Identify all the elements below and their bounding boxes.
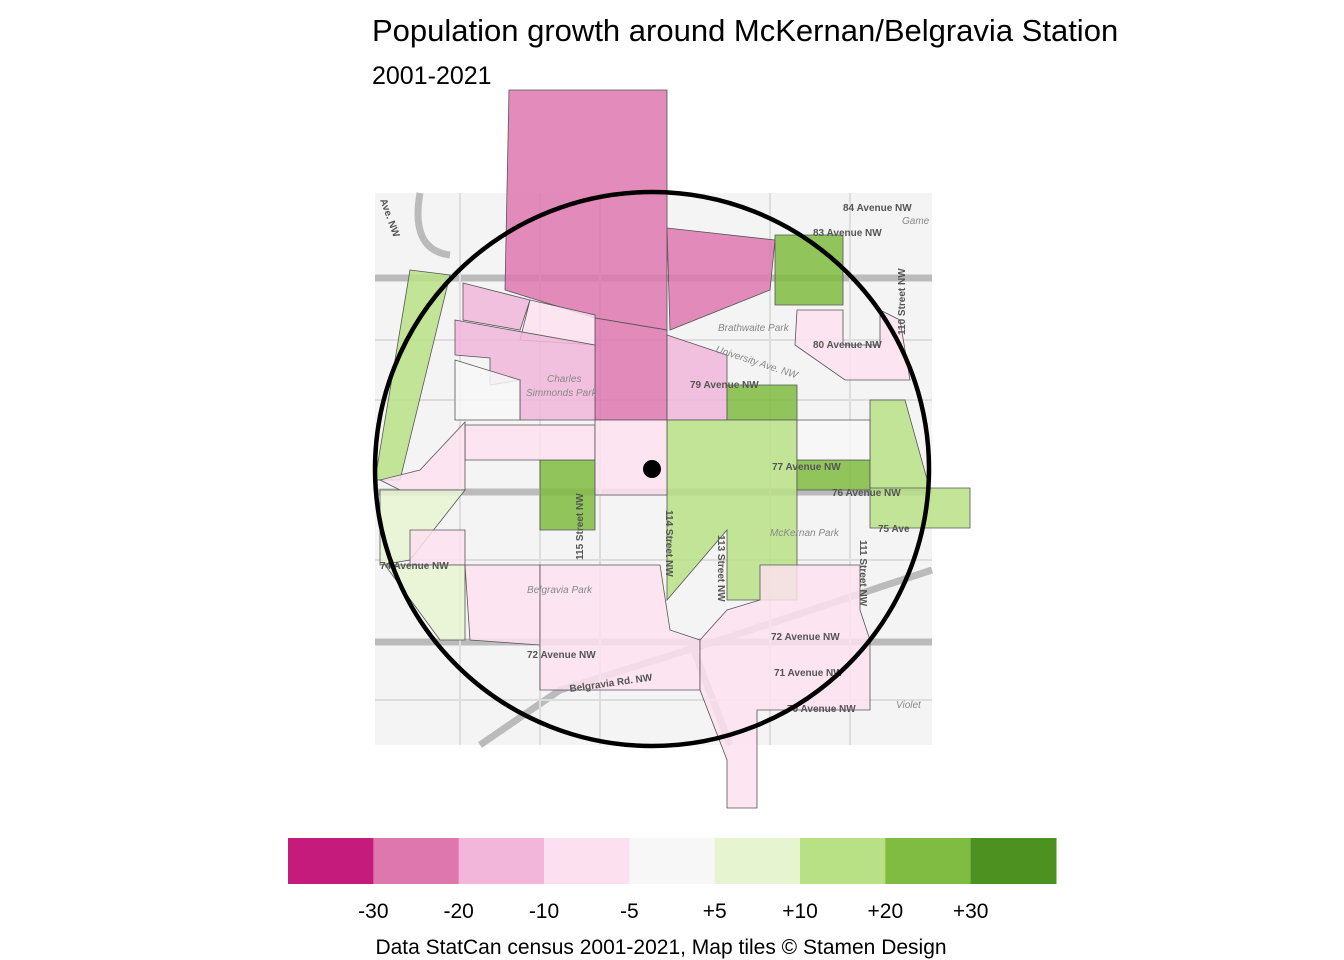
street-label: 114 Street NW xyxy=(663,510,674,577)
legend-label: -5 xyxy=(620,900,639,923)
region xyxy=(504,89,668,331)
street-label: 111 Street NW xyxy=(857,540,868,607)
region xyxy=(796,419,871,461)
place-label: Belgravia Park xyxy=(527,585,593,596)
street-label: 72 Avenue NW xyxy=(527,650,596,661)
region xyxy=(409,529,466,566)
legend-swatch xyxy=(544,838,630,884)
region xyxy=(464,564,541,646)
street-label: 72 Avenue NW xyxy=(771,632,840,643)
caption: Data StatCan census 2001-2021, Map tiles… xyxy=(375,936,946,959)
street-label: 77 Avenue NW xyxy=(772,462,841,473)
legend-swatch xyxy=(288,838,374,884)
legend-label: -30 xyxy=(358,900,388,923)
legend-swatch xyxy=(629,838,716,884)
place-label: Game xyxy=(902,216,930,227)
region xyxy=(539,459,596,531)
legend-swatch xyxy=(885,838,972,884)
legend-label: +20 xyxy=(868,900,904,923)
catchment-circle xyxy=(372,189,932,749)
street-label: 84 Avenue NW xyxy=(843,203,912,214)
legend-label: +30 xyxy=(953,900,989,923)
region xyxy=(454,359,521,421)
region xyxy=(594,419,668,496)
regions xyxy=(374,89,971,809)
legend-swatch xyxy=(373,838,460,884)
place-label: Brathwaite Park xyxy=(718,323,790,334)
region xyxy=(594,317,668,421)
legend-swatch xyxy=(458,838,545,884)
region xyxy=(869,487,971,529)
region xyxy=(378,420,466,491)
region xyxy=(699,564,871,809)
street-label: 74 Avenue NW xyxy=(380,561,449,572)
region xyxy=(774,234,844,306)
street-label: 110 Street NW xyxy=(897,268,908,335)
street-label: 80 Avenue NW xyxy=(813,340,882,351)
place-label: Charles xyxy=(547,374,581,385)
region xyxy=(464,424,596,461)
station-point xyxy=(643,460,661,478)
legend-label: +10 xyxy=(782,900,818,923)
street-label: 70 Avenue NW xyxy=(787,704,856,715)
street-label: 75 Ave xyxy=(878,524,910,535)
place-label: Simmonds Park xyxy=(526,388,598,399)
street-label: 115 Street NW xyxy=(575,493,586,560)
legend-swatch xyxy=(970,838,1057,884)
subtitle: 2001-2021 xyxy=(372,62,492,90)
street-label: 79 Avenue NW xyxy=(690,380,759,391)
street-label: 113 Street NW xyxy=(715,535,726,602)
legend-label: -20 xyxy=(443,900,473,923)
region xyxy=(384,564,466,641)
title: Population growth around McKernan/Belgra… xyxy=(372,13,1118,48)
place-label: Violet xyxy=(896,700,922,711)
legend: -30 -20 -10 -5 +5 +10 +20 +30 xyxy=(288,838,1057,923)
street-label: 83 Avenue NW xyxy=(813,228,882,239)
legend-label: +5 xyxy=(703,900,727,923)
legend-swatch xyxy=(800,838,886,884)
legend-swatch xyxy=(714,838,801,884)
region xyxy=(666,227,776,331)
legend-label: -10 xyxy=(529,900,559,923)
street-label: 71 Avenue NW xyxy=(774,668,843,679)
region xyxy=(462,282,531,331)
place-label: McKernan Park xyxy=(770,528,840,539)
street-label: 76 Avenue NW xyxy=(832,488,901,499)
region xyxy=(794,309,911,381)
